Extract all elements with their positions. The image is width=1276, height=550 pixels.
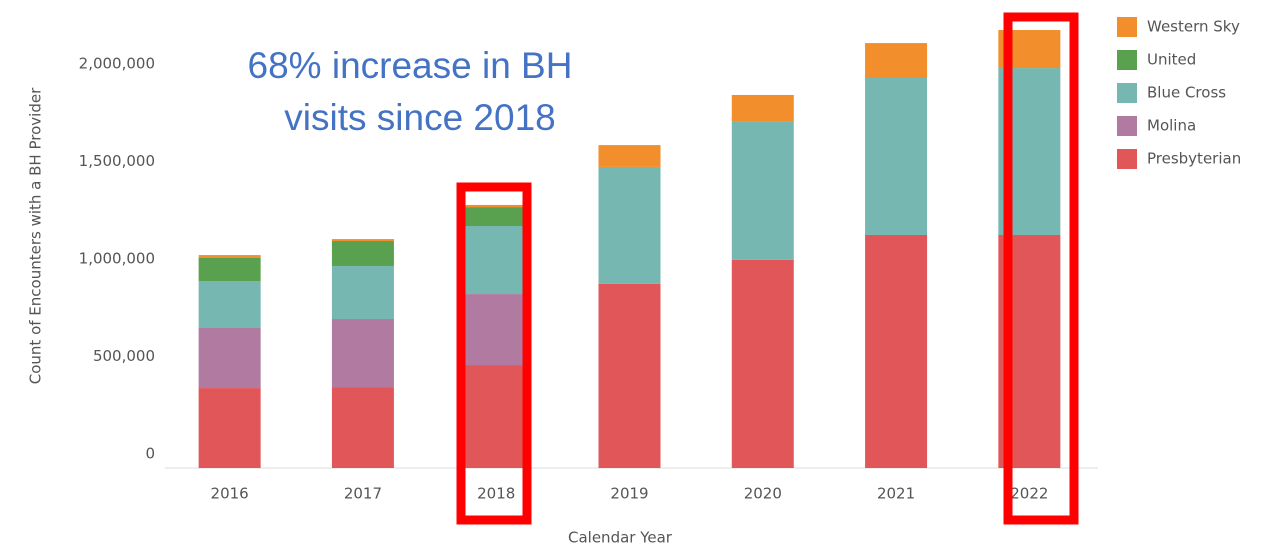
bar-segment <box>598 283 661 468</box>
bar-segment <box>731 259 794 468</box>
bar-segment <box>331 319 394 388</box>
legend-label: Western Sky <box>1147 18 1240 36</box>
legend-label: United <box>1147 51 1196 69</box>
highlight-box <box>456 182 532 525</box>
bar-segment <box>198 327 261 389</box>
bar-segment <box>598 166 661 284</box>
x-tick-label: 2021 <box>877 485 915 503</box>
bar-segment <box>331 241 394 266</box>
x-tick-label: 2018 <box>477 485 515 503</box>
bar-segment <box>465 204 528 208</box>
x-tick-label: 2017 <box>344 485 382 503</box>
bar-segment <box>465 365 528 468</box>
legend-swatch <box>1117 116 1137 136</box>
x-tick-label: 2016 <box>211 485 249 503</box>
annotation: visits since 2018 <box>284 97 555 138</box>
legend-label: Presbyterian <box>1147 150 1241 168</box>
bar-segment <box>865 78 928 235</box>
bar-segment <box>731 94 794 122</box>
y-tick-label: 1,000,000 <box>79 250 155 268</box>
bar-segment <box>465 294 528 366</box>
bar-segment <box>198 255 261 258</box>
x-tick-label: 2020 <box>744 485 782 503</box>
legend-swatch <box>1117 149 1137 169</box>
bar-segment <box>198 257 261 281</box>
bar-segment <box>198 280 261 328</box>
bar-segment <box>865 234 928 468</box>
bar-segment <box>198 388 261 468</box>
x-tick-label: 2019 <box>610 485 648 503</box>
bar-segment <box>865 43 928 78</box>
legend-swatch <box>1117 17 1137 37</box>
y-axis-label: Count of Encounters with a BH Provider <box>27 87 45 384</box>
legend-swatch <box>1117 83 1137 103</box>
x-tick-label: 2022 <box>1010 485 1048 503</box>
highlight-box <box>1003 12 1079 525</box>
bar-segment <box>465 226 528 295</box>
y-tick-label: 2,000,000 <box>79 55 155 73</box>
legend-swatch <box>1117 50 1137 70</box>
x-axis-label: Calendar Year <box>568 529 673 547</box>
bar-segment <box>465 207 528 227</box>
legend-label: Molina <box>1147 117 1196 135</box>
bar-segment <box>331 239 394 242</box>
bar-segment <box>598 145 661 167</box>
y-tick-label: 1,500,000 <box>79 152 155 170</box>
bar-segment <box>731 121 794 260</box>
legend-label: Blue Cross <box>1147 84 1226 102</box>
bar-segment <box>331 265 394 320</box>
y-tick-label: 500,000 <box>93 347 155 365</box>
annotation: 68% increase in BH <box>248 45 573 86</box>
bar-segment <box>331 387 394 468</box>
y-tick-label: 0 <box>145 445 155 463</box>
